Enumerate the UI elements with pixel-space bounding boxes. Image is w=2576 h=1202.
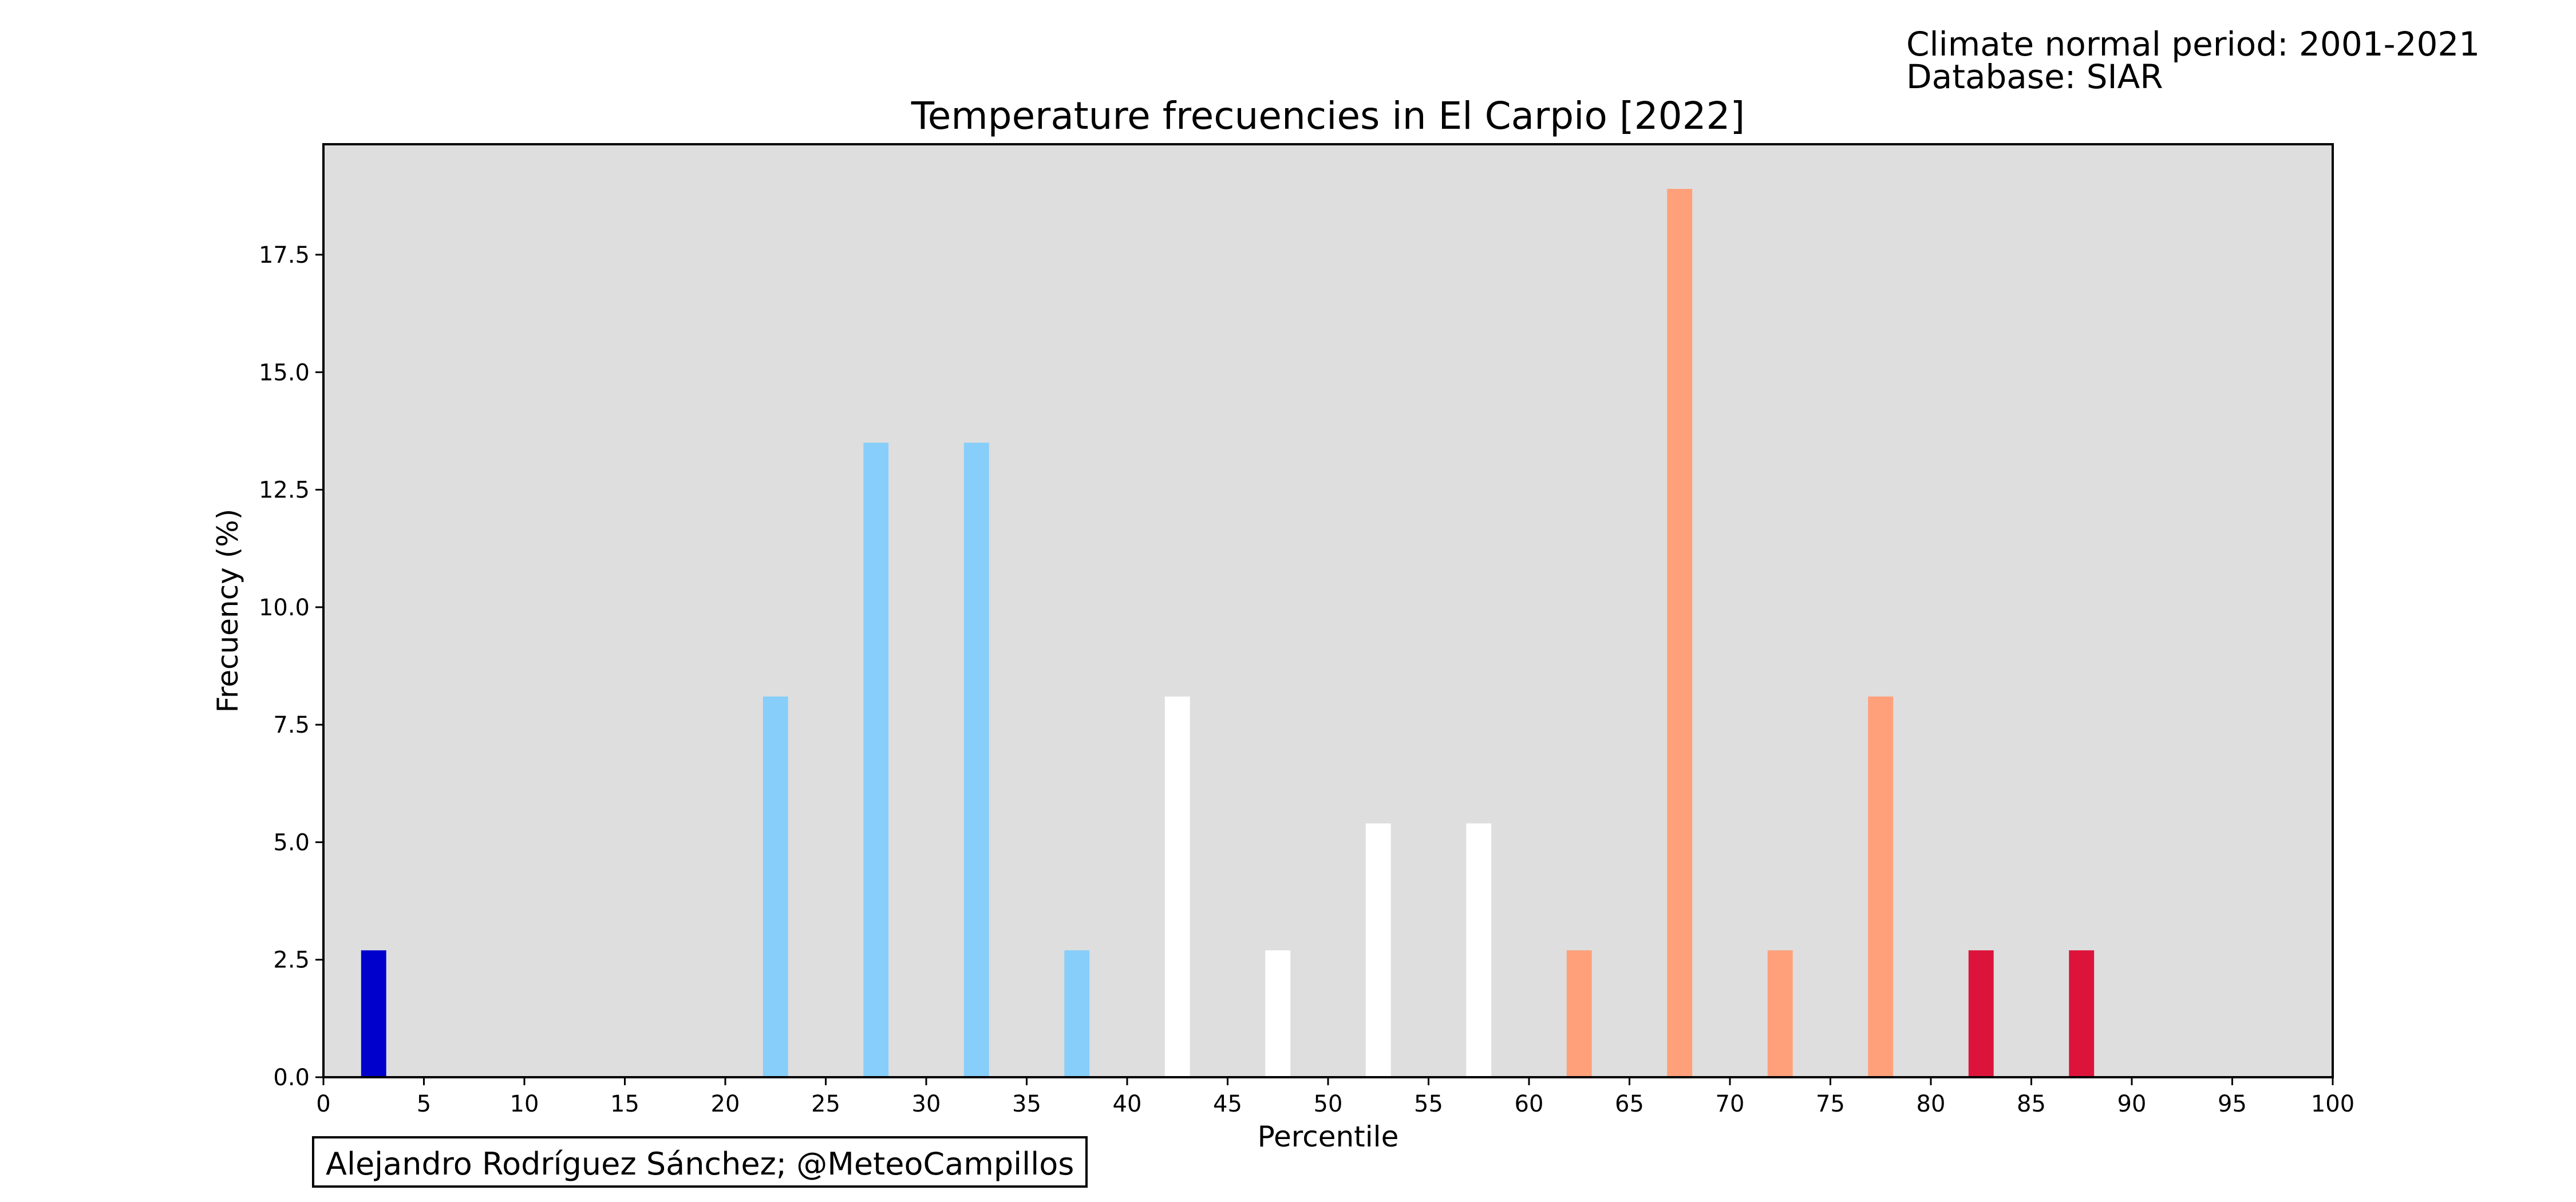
x-tick-label: 50	[1314, 1091, 1343, 1117]
x-tick-label: 20	[711, 1091, 740, 1117]
x-tick-label: 85	[2017, 1091, 2046, 1117]
bar-22.5	[762, 696, 788, 1077]
bar-62.5	[1566, 950, 1592, 1077]
y-tick-label: 2.5	[273, 947, 310, 974]
x-tick-label: 100	[2311, 1091, 2354, 1117]
y-tick-label: 12.5	[259, 477, 310, 504]
chart-title: Temperature frecuencies in El Carpio [20…	[911, 94, 1745, 138]
bar-72.5	[1767, 950, 1793, 1077]
bar-37.5	[1064, 950, 1090, 1077]
x-tick-label: 95	[2218, 1091, 2247, 1117]
x-tick-label: 70	[1716, 1091, 1745, 1117]
database-note: Database: SIAR	[1906, 57, 2163, 96]
y-tick-label: 7.5	[273, 712, 310, 738]
x-tick-label: 90	[2117, 1091, 2147, 1117]
y-axis-ticks: 0.0 2.5 5.0 7.5 10.0 12.5 15.0 17.5	[259, 242, 323, 1091]
x-tick-label: 5	[417, 1091, 431, 1117]
author-credit: Alejandro Rodríguez Sánchez; @MeteoCampi…	[326, 1146, 1074, 1182]
bar-42.5	[1164, 696, 1190, 1077]
y-tick-label: 0.0	[273, 1065, 310, 1091]
y-tick-label: 10.0	[259, 595, 310, 621]
bar-32.5	[963, 442, 989, 1077]
x-tick-label: 15	[610, 1091, 639, 1117]
y-tick-label: 17.5	[259, 242, 310, 268]
bar-47.5	[1265, 950, 1291, 1077]
bars-layer	[361, 189, 2095, 1078]
author-credit-box: Alejandro Rodríguez Sánchez; @MeteoCampi…	[312, 1136, 1088, 1188]
x-tick-label: 55	[1414, 1091, 1443, 1117]
x-axis-ticks: 0 5 10 15 20 25 30 35 40 45 50 55 60 65 70 75 80 85 90 95 10…	[316, 1077, 2354, 1117]
x-tick-label: 35	[1012, 1091, 1041, 1117]
bar-52.5	[1365, 823, 1391, 1077]
y-axis-label: Frecuency (%)	[211, 509, 244, 713]
bar-67.5	[1667, 189, 1693, 1078]
x-tick-label: 25	[811, 1091, 840, 1117]
climate-normal-period-note: Climate normal period: 2001-2021	[1906, 25, 2480, 64]
x-tick-label: 75	[1816, 1091, 1845, 1117]
bar-82.5	[1968, 950, 1994, 1077]
x-tick-label: 30	[912, 1091, 941, 1117]
bar-77.5	[1868, 696, 1894, 1077]
x-tick-label: 10	[510, 1091, 539, 1117]
x-tick-label: 0	[316, 1091, 330, 1117]
x-axis-label: Percentile	[1258, 1120, 1399, 1153]
bar-2.5	[361, 950, 386, 1077]
bar-27.5	[863, 442, 889, 1077]
y-tick-label: 5.0	[273, 829, 310, 856]
bar-87.5	[2069, 950, 2095, 1077]
x-tick-label: 60	[1515, 1091, 1544, 1117]
x-tick-label: 45	[1213, 1091, 1242, 1117]
y-tick-label: 15.0	[259, 359, 310, 386]
x-tick-label: 65	[1615, 1091, 1644, 1117]
x-tick-label: 80	[1917, 1091, 1946, 1117]
x-tick-label: 40	[1113, 1091, 1142, 1117]
bar-57.5	[1466, 823, 1492, 1077]
plot-area	[323, 144, 2333, 1077]
